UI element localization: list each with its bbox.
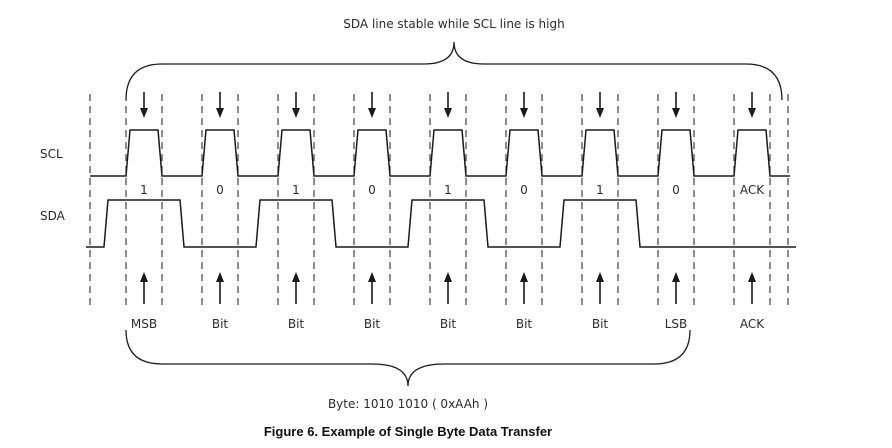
down-arrowhead-icon <box>444 108 452 118</box>
bit-labels: MSB Bit Bit Bit Bit Bit Bit LSB ACK <box>131 317 765 331</box>
bit-value: 0 <box>368 183 376 197</box>
bit-label: MSB <box>131 317 157 331</box>
down-arrowhead-icon <box>140 108 148 118</box>
down-arrowhead-icon <box>596 108 604 118</box>
scl-label: SCL <box>40 147 63 161</box>
up-arrowhead-icon <box>444 272 452 282</box>
bit-value: 1 <box>140 183 148 197</box>
bit-value: 0 <box>520 183 528 197</box>
up-arrowhead-icon <box>748 272 756 282</box>
top-brace <box>125 41 783 101</box>
up-arrowhead-icon <box>596 272 604 282</box>
sda-waveform <box>86 199 796 248</box>
up-arrowhead-icon <box>672 272 680 282</box>
down-arrowhead-icon <box>520 108 528 118</box>
down-arrowhead-icon <box>368 108 376 118</box>
bit-label: Bit <box>440 317 457 331</box>
clock-edge-guides <box>89 94 789 308</box>
sda-label: SDA <box>40 209 66 223</box>
bit-label: ACK <box>740 317 765 331</box>
bit-label: Bit <box>212 317 229 331</box>
bit-value: 0 <box>216 183 224 197</box>
bit-value: 0 <box>672 183 680 197</box>
bit-label: Bit <box>364 317 381 331</box>
sample-arrows <box>140 92 756 304</box>
figure-caption: Figure 6. Example of Single Byte Data Tr… <box>264 424 552 439</box>
scl-waveform <box>90 129 790 177</box>
down-arrowhead-icon <box>748 108 756 118</box>
bit-value: 1 <box>444 183 452 197</box>
bit-value: 1 <box>596 183 604 197</box>
down-arrowhead-icon <box>216 108 224 118</box>
bit-label: Bit <box>592 317 609 331</box>
bit-label: Bit <box>516 317 533 331</box>
bit-label: Bit <box>288 317 305 331</box>
bit-value: 1 <box>292 183 300 197</box>
top-note: SDA line stable while SCL line is high <box>343 17 564 31</box>
up-arrowhead-icon <box>140 272 148 282</box>
up-arrowhead-icon <box>292 272 300 282</box>
up-arrowhead-icon <box>520 272 528 282</box>
down-arrowhead-icon <box>672 108 680 118</box>
byte-brace <box>125 329 691 387</box>
down-arrowhead-icon <box>292 108 300 118</box>
bit-label: LSB <box>665 317 688 331</box>
byte-note: Byte: 1010 1010 ( 0xAAh ) <box>328 397 488 411</box>
up-arrowhead-icon <box>368 272 376 282</box>
bit-value: ACK <box>740 183 765 197</box>
up-arrowhead-icon <box>216 272 224 282</box>
bit-values: 1 0 1 0 1 0 1 0 ACK <box>140 183 765 197</box>
